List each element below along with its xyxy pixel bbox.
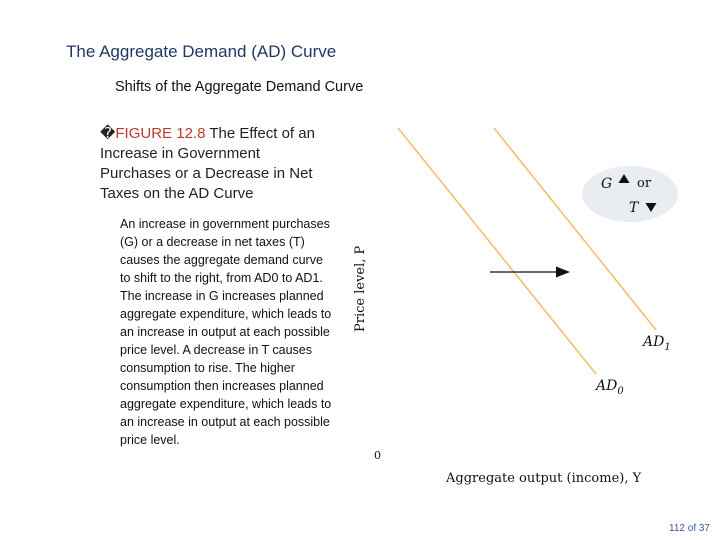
x-axis-label: Aggregate output (income), Y bbox=[445, 471, 642, 486]
figure-bullet: � bbox=[100, 125, 116, 142]
slide-title: The Aggregate Demand (AD) Curve bbox=[66, 42, 337, 61]
ad1-curve bbox=[493, 127, 657, 331]
ad0-curve bbox=[397, 127, 597, 375]
origin-label: 0 bbox=[374, 449, 381, 462]
ad1-label: AD1 bbox=[641, 334, 671, 353]
ad0-label: AD0 bbox=[594, 378, 624, 397]
page-number: 112 of 37 bbox=[669, 523, 710, 534]
down-triangle-icon bbox=[645, 203, 657, 212]
up-triangle-icon bbox=[618, 174, 630, 183]
oval-or-label: or bbox=[637, 176, 652, 191]
oval-g-label: G bbox=[601, 176, 612, 192]
oval-t-label: T bbox=[629, 200, 640, 216]
figure-label: FIGURE 12.8 bbox=[115, 125, 206, 142]
figure-heading: The Effect of an Increase in Government … bbox=[100, 125, 315, 202]
figure-caption: An increase in government purchases (G) … bbox=[120, 217, 332, 447]
slide-subtitle: Shifts of the Aggregate Demand Curve bbox=[115, 79, 364, 95]
figure-heading-block: �FIGURE 12.8 The Effect of an Increase i… bbox=[100, 124, 322, 204]
shift-arrow-head bbox=[556, 266, 570, 278]
policy-oval bbox=[582, 166, 678, 222]
y-axis-label: Price level, P bbox=[353, 245, 368, 332]
